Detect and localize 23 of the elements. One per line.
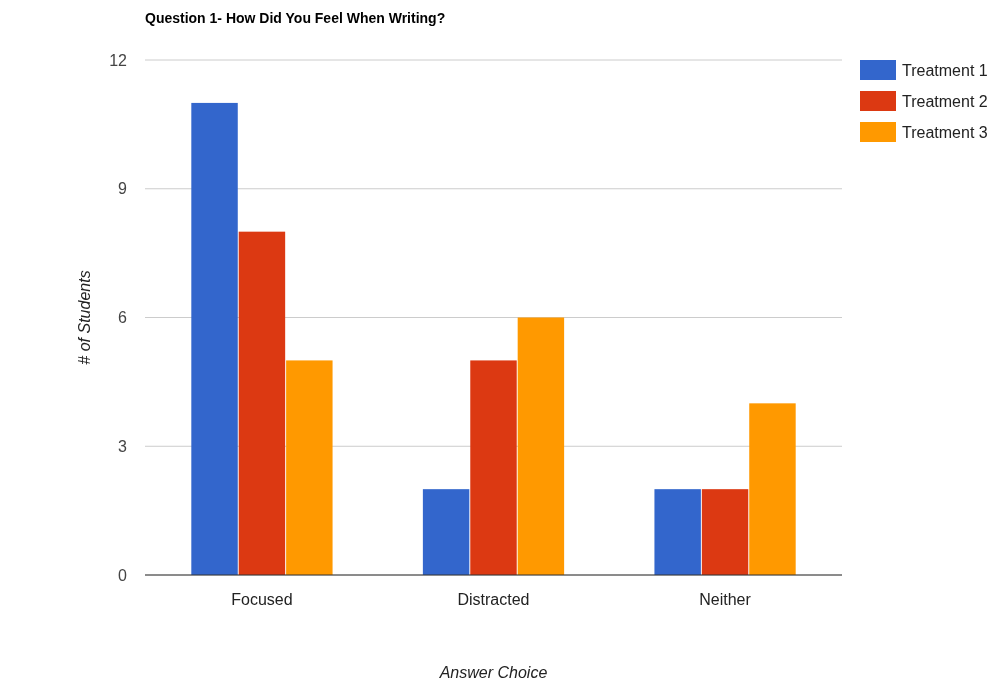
legend-label: Treatment 3 (902, 123, 988, 141)
y-tick-label: 12 (109, 51, 128, 69)
chart-title: Question 1- How Did You Feel When Writing? (145, 10, 446, 26)
bar (286, 360, 333, 575)
x-tick-label: Distracted (457, 591, 530, 608)
bar (701, 489, 749, 575)
y-tick-label: 9 (118, 180, 128, 198)
bar (749, 403, 796, 575)
bar (422, 489, 470, 575)
y-axis-title: # of Students (76, 270, 93, 365)
y-tick-label: 0 (118, 566, 128, 584)
legend-label: Treatment 2 (902, 92, 988, 110)
bar (191, 102, 238, 575)
bar (517, 317, 565, 575)
bar (654, 489, 701, 575)
bar (470, 360, 517, 575)
y-tick-label: 3 (118, 437, 128, 455)
x-tick-label: Focused (231, 591, 293, 608)
x-tick-label: Neither (699, 591, 752, 608)
legend-label: Treatment 1 (902, 61, 988, 79)
x-axis-title: Answer Choice (438, 664, 548, 681)
y-tick-label: 6 (118, 309, 128, 327)
bar (238, 231, 286, 575)
